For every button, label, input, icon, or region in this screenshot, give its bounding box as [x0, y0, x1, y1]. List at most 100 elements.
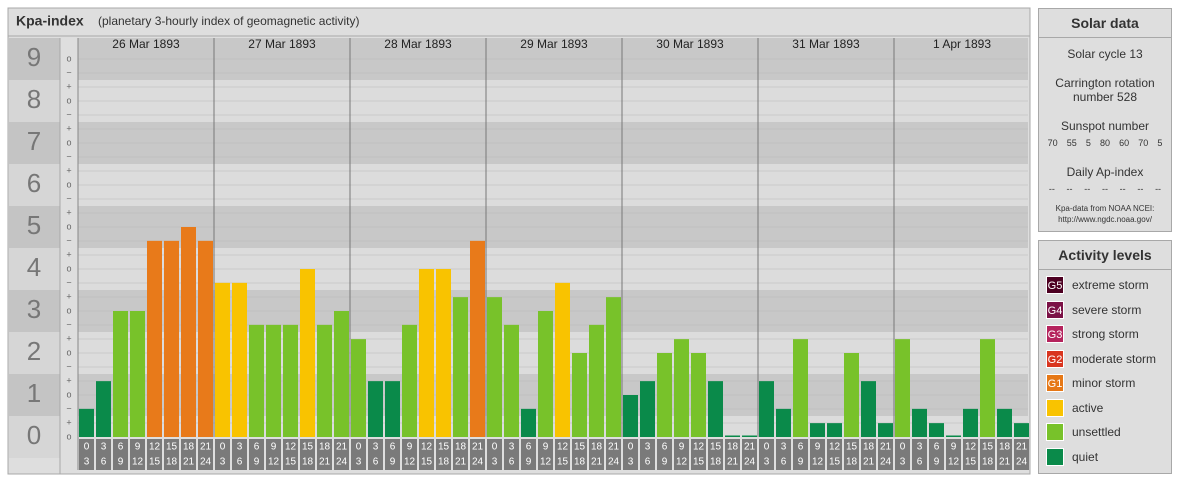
minor-tick-label: −: [66, 151, 71, 161]
time-label: 9: [798, 457, 804, 468]
bar: [912, 408, 927, 437]
level-label-bg: [9, 248, 60, 290]
minor-tick-label: −: [66, 403, 71, 413]
levels-box: Activity levels G5 extreme storm G4 severe …: [1038, 240, 1172, 474]
minor-tick-label: −: [66, 235, 71, 245]
bar: [1014, 423, 1029, 437]
bar: [895, 339, 910, 437]
time-label: 0: [84, 442, 90, 453]
time-label: 6: [509, 457, 515, 468]
time-box: [878, 439, 893, 470]
time-label: 3: [373, 442, 379, 453]
level-label-bg: [9, 374, 60, 416]
time-label: 18: [591, 442, 603, 453]
bar: [793, 339, 808, 437]
y-tick-label: 4: [27, 252, 41, 282]
time-label: 3: [645, 442, 651, 453]
time-label: 21: [880, 442, 892, 453]
time-label: 15: [166, 442, 178, 453]
bar: [147, 240, 162, 437]
time-label: 3: [764, 457, 770, 468]
level-swatch: [1046, 398, 1064, 417]
time-box: [861, 439, 876, 470]
time-label: 15: [846, 442, 858, 453]
ap-value: --: [1155, 184, 1162, 194]
level-label-bg: [9, 332, 60, 374]
time-box: [402, 439, 417, 470]
time-box: [606, 439, 621, 470]
level-label-bg: [9, 38, 60, 80]
minor-tick-label: o: [66, 389, 71, 399]
bar: [283, 324, 298, 437]
time-box: [912, 439, 927, 470]
time-box: [198, 439, 213, 470]
minor-tick-label: o: [66, 347, 71, 357]
bar: [640, 381, 655, 437]
y-tick-label: 8: [27, 84, 41, 114]
time-box: [674, 439, 689, 470]
time-label: 3: [509, 442, 515, 453]
time-label: 9: [390, 457, 396, 468]
time-label: 3: [628, 457, 634, 468]
time-box: [79, 439, 94, 470]
minor-tick-label: o: [66, 431, 71, 441]
day-label: 28 Mar 1893: [384, 37, 452, 51]
time-box: [96, 439, 111, 470]
time-label: 3: [101, 442, 107, 453]
time-label: 24: [744, 457, 756, 468]
time-label: 18: [183, 442, 195, 453]
time-box: [215, 439, 230, 470]
time-label: 3: [900, 457, 906, 468]
bar: [606, 297, 621, 437]
sunspot-title: Sunspot number: [1060, 119, 1150, 133]
minor-tick-label: +: [66, 375, 71, 385]
solar-title: Solar data: [1039, 9, 1171, 38]
time-label: 18: [319, 442, 331, 453]
time-label: 0: [220, 442, 226, 453]
time-label: 24: [200, 457, 212, 468]
minor-tick-label: −: [66, 193, 71, 203]
sunspot-value: 70: [1047, 138, 1058, 148]
time-label: 12: [149, 442, 161, 453]
time-label: 12: [268, 457, 280, 468]
level-item: G5 extreme storm: [1039, 273, 1171, 298]
level-item: G2 moderate storm: [1039, 347, 1171, 372]
time-label: 15: [438, 442, 450, 453]
time-label: 15: [149, 457, 161, 468]
time-label: 9: [254, 457, 260, 468]
time-label: 12: [132, 457, 144, 468]
sunspot-value: 5: [1085, 138, 1091, 148]
sunspot-value: 70: [1138, 138, 1149, 148]
y-tick-label: 3: [27, 294, 41, 324]
y-tick-label: 2: [27, 336, 41, 366]
time-label: 12: [812, 457, 824, 468]
minor-tick-label: −: [66, 109, 71, 119]
time-box: [453, 439, 468, 470]
time-label: 24: [880, 457, 892, 468]
day-label: 31 Mar 1893: [792, 37, 860, 51]
level-label-bg: [9, 164, 60, 206]
bar: [946, 435, 961, 437]
levels-title: Activity levels: [1039, 241, 1171, 270]
minor-tick-label: o: [66, 221, 71, 231]
time-label: 12: [965, 442, 977, 453]
time-label: 0: [900, 442, 906, 453]
time-label: 21: [336, 442, 348, 453]
bar: [555, 282, 570, 437]
time-box: [708, 439, 723, 470]
minor-tick-label: +: [66, 207, 71, 217]
time-label: 21: [319, 457, 331, 468]
time-label: 0: [492, 442, 498, 453]
level-swatch: G3: [1046, 325, 1064, 344]
bar: [538, 311, 553, 437]
bar: [504, 324, 519, 437]
y-tick-label: 5: [27, 210, 41, 240]
bar: [725, 435, 740, 437]
minor-tick-label: +: [66, 165, 71, 175]
time-box: [385, 439, 400, 470]
level-item: quiet: [1039, 445, 1171, 470]
bar: [997, 408, 1012, 437]
time-label: 18: [846, 457, 858, 468]
time-label: 18: [438, 457, 450, 468]
